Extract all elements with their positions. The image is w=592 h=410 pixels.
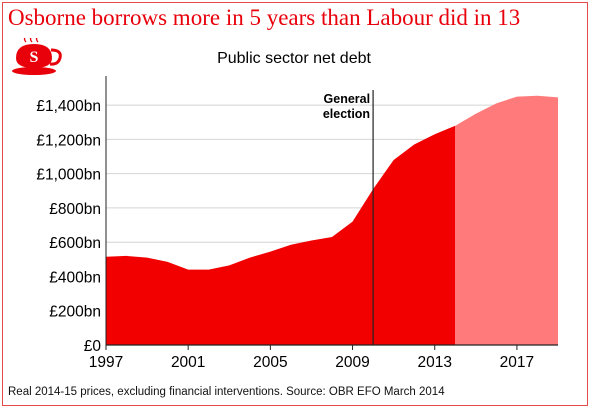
x-tick-label: 2001 — [171, 354, 205, 371]
teacup-logo-icon: S — [8, 35, 66, 83]
x-tick-label: 1997 — [89, 354, 123, 371]
y-tick-label: £800bn — [49, 201, 101, 218]
election-label: General — [324, 92, 371, 106]
area-series — [106, 95, 558, 346]
y-tick-label: £1,400bn — [36, 98, 101, 115]
chart-frame — [2, 2, 588, 406]
y-tick-label: £1,200bn — [36, 132, 101, 149]
y-tick-label: £0 — [84, 338, 102, 355]
logo-letter: S — [30, 49, 39, 66]
x-tick-label: 2005 — [253, 354, 287, 371]
actual-area — [106, 125, 456, 346]
chart-title: Public sector net debt — [217, 50, 371, 67]
forecast-area — [455, 95, 558, 346]
election-label: election — [323, 107, 370, 121]
source-note: Real 2014-15 prices, excluding financial… — [8, 386, 445, 398]
x-tick-label: 2009 — [335, 354, 369, 371]
x-tick-label: 2017 — [500, 354, 534, 371]
y-tick-label: £200bn — [49, 304, 101, 321]
y-tick-label: £1,000bn — [36, 167, 101, 184]
x-tick-label: 2013 — [417, 354, 451, 371]
axis-labels: £0 £200bn £400bn £600bn £800bn £1,000bn £1,200… — [36, 98, 534, 371]
y-tick-label: £600bn — [49, 235, 101, 252]
y-tick-label: £400bn — [49, 269, 101, 286]
axes — [105, 76, 558, 350]
headline: Osborne borrows more in 5 years than Lab… — [8, 5, 521, 30]
